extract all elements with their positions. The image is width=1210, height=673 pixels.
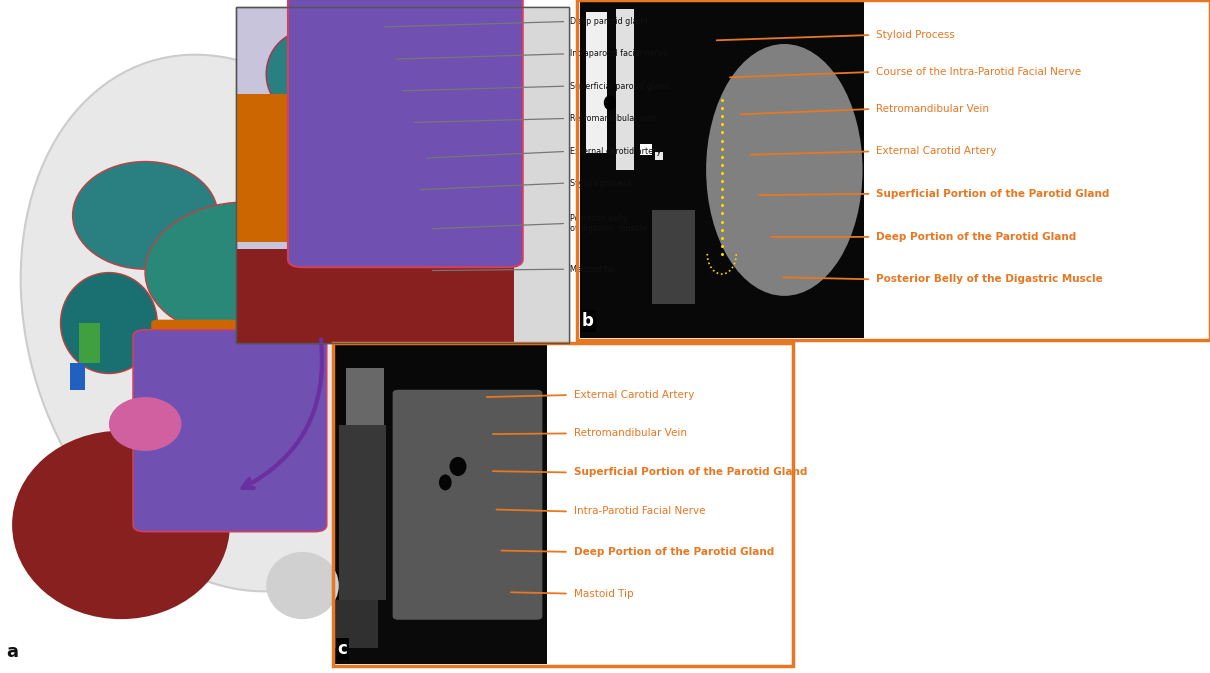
Bar (652, 210, 695, 304)
Ellipse shape (345, 30, 466, 151)
Text: Posterior belly
of digastric muscle: Posterior belly of digastric muscle (570, 214, 646, 233)
Bar (346, 367, 384, 489)
Text: Mastoid Tip: Mastoid Tip (574, 589, 633, 598)
Bar (236, 7, 569, 343)
FancyBboxPatch shape (151, 320, 284, 421)
Text: External carotid artery: External carotid artery (570, 147, 661, 156)
Bar (577, 0, 1210, 340)
Text: Styloid process: Styloid process (570, 178, 632, 188)
Text: Course of the Intra-Parotid Facial Nerve: Course of the Intra-Parotid Facial Nerve (876, 67, 1082, 77)
Text: Posterior Belly of the Digastric Muscle: Posterior Belly of the Digastric Muscle (876, 275, 1102, 284)
Ellipse shape (450, 457, 467, 476)
Bar (586, 12, 607, 153)
Ellipse shape (266, 30, 351, 118)
Text: a: a (6, 643, 18, 661)
Bar (580, 2, 864, 338)
Text: External Carotid Artery: External Carotid Artery (574, 390, 693, 400)
Text: c: c (338, 640, 347, 658)
Ellipse shape (266, 552, 339, 619)
Text: Deep parotid gland: Deep parotid gland (570, 17, 647, 26)
FancyBboxPatch shape (288, 0, 523, 267)
Bar (333, 343, 793, 666)
Ellipse shape (12, 431, 230, 619)
Text: Superficial parotid gland: Superficial parotid gland (570, 81, 669, 91)
Bar (339, 425, 386, 600)
Text: Retromandibular vein: Retromandibular vein (570, 114, 657, 123)
Ellipse shape (439, 474, 451, 491)
Text: Superficial Portion of the Parotid Gland: Superficial Portion of the Parotid Gland (574, 468, 807, 477)
Text: Retromandibular Vein: Retromandibular Vein (574, 429, 686, 438)
Bar (236, 249, 569, 343)
Bar (335, 600, 378, 648)
Bar (616, 9, 634, 170)
Bar (236, 7, 569, 343)
Bar (335, 345, 547, 425)
Ellipse shape (707, 44, 863, 296)
Ellipse shape (73, 162, 218, 269)
Ellipse shape (145, 202, 339, 336)
Ellipse shape (604, 96, 616, 110)
Text: Deep Portion of the Parotid Gland: Deep Portion of the Parotid Gland (876, 232, 1076, 242)
Ellipse shape (21, 55, 439, 592)
Text: Retromandibular Vein: Retromandibular Vein (876, 104, 989, 114)
Text: Intraparotid facial nerve: Intraparotid facial nerve (570, 49, 668, 59)
Bar (514, 7, 569, 343)
Text: External Carotid Artery: External Carotid Artery (876, 147, 996, 156)
Bar (640, 144, 652, 155)
Text: Deep Portion of the Parotid Gland: Deep Portion of the Parotid Gland (574, 547, 773, 557)
Ellipse shape (60, 273, 157, 374)
Text: Intra-Parotid Facial Nerve: Intra-Parotid Facial Nerve (574, 507, 705, 516)
Bar (655, 152, 663, 160)
Bar (0, 0, 575, 673)
Ellipse shape (109, 397, 182, 451)
Text: b: b (582, 312, 594, 330)
Bar (79, 323, 100, 363)
Bar (70, 363, 85, 390)
Text: Styloid Process: Styloid Process (876, 30, 955, 40)
Text: Mastoid tip: Mastoid tip (570, 264, 615, 274)
Text: Superficial Portion of the Parotid Gland: Superficial Portion of the Parotid Gland (876, 189, 1110, 199)
FancyBboxPatch shape (133, 330, 327, 532)
FancyBboxPatch shape (392, 390, 542, 620)
Bar (335, 345, 547, 664)
Bar (236, 94, 321, 242)
